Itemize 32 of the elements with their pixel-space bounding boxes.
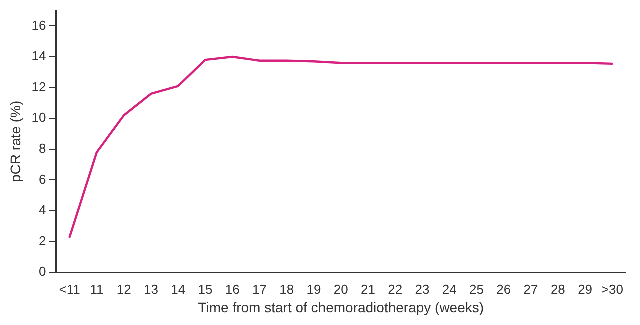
x-tick-label: 15 [198,282,213,297]
x-axis-title: Time from start of chemoradiotherapy (weeks) [198,299,484,316]
x-tick-label: 28 [550,282,566,297]
x-tick-label: 11 [90,282,104,297]
y-tick-label: 0 [39,264,46,280]
x-tick-label: <11 [59,282,80,297]
x-tick-label: >30 [601,282,624,297]
x-tick-label: 23 [415,282,430,297]
x-tick-label: 22 [388,282,403,297]
x-tick-label: 25 [470,282,484,297]
x-tick-label: 26 [496,282,512,297]
y-tick-label: 10 [32,110,46,126]
x-tick-label: 27 [524,282,538,297]
x-tick-label: 29 [578,282,593,297]
x-tick-label: 12 [116,282,132,297]
y-tick-label: 12 [32,79,46,94]
y-axis-title: pCR rate (%) [7,100,24,183]
y-tick-label: 6 [39,172,46,187]
y-tick-label: 8 [39,140,46,156]
x-tick-label: 19 [306,282,322,297]
x-tick-label: 20 [334,282,348,297]
x-tick-label: 17 [252,282,267,297]
y-tick-label: 4 [39,202,46,218]
x-tick-label: 18 [280,282,294,297]
y-tick-label: 2 [39,233,46,248]
x-tick-label: 13 [144,282,158,297]
y-tick-label: 16 [32,18,46,33]
x-tick-label: 24 [442,282,457,297]
x-tick-label: 16 [225,282,240,297]
x-tick-label: 14 [171,282,186,297]
y-tick-label: 14 [32,48,46,64]
x-tick-label: 21 [361,282,376,297]
